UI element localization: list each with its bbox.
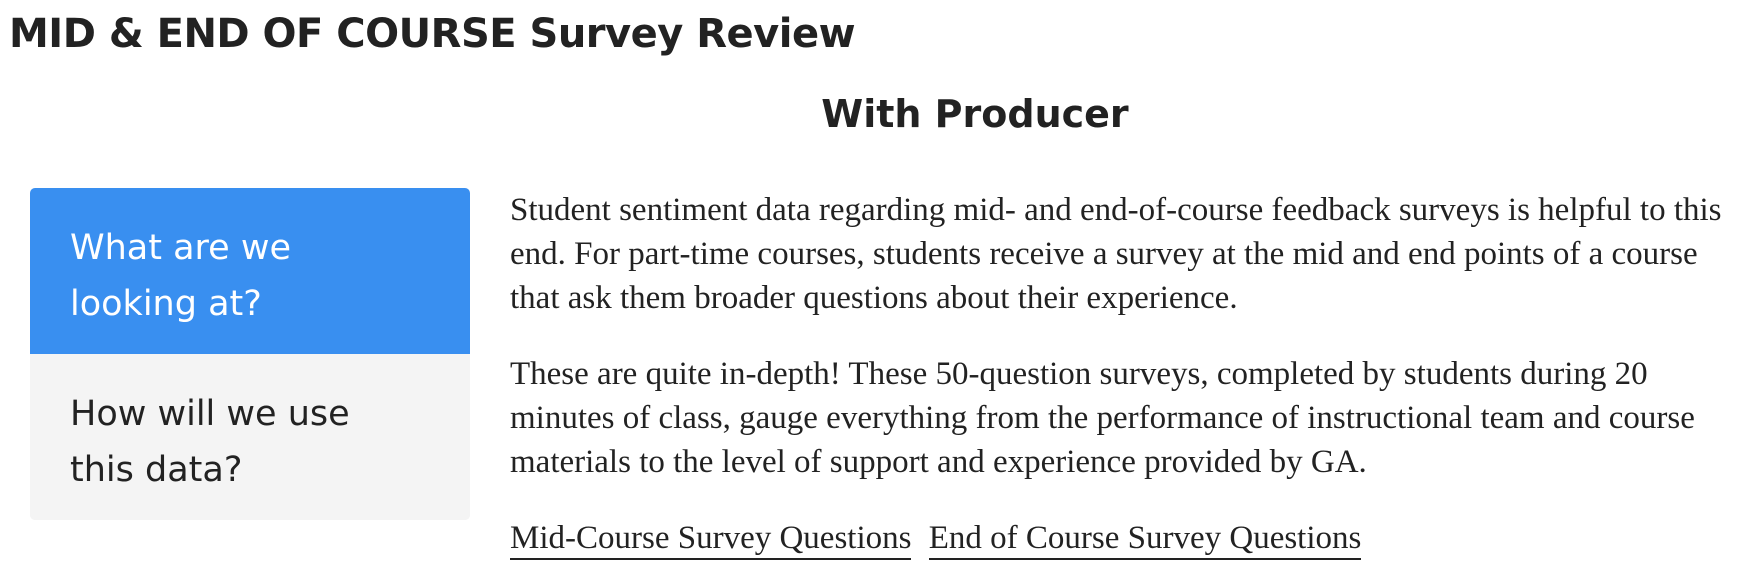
tab-panel: Student sentiment data regarding mid- an…: [510, 188, 1755, 560]
paragraph-intro: Student sentiment data regarding mid- an…: [510, 192, 1722, 316]
paragraph-details: These are quite in-depth! These 50-quest…: [510, 356, 1695, 480]
tab-list: What are we looking at? How will we use …: [30, 188, 470, 520]
page-title: MID & END OF COURSE Survey Review: [9, 11, 856, 57]
mid-course-survey-link[interactable]: Mid-Course Survey Questions: [510, 520, 912, 560]
tab-how-will-we-use-this-data[interactable]: How will we use this data?: [30, 354, 470, 520]
section-title: With Producer: [821, 92, 1129, 136]
tab-what-are-we-looking-at[interactable]: What are we looking at?: [30, 188, 470, 354]
survey-links: Mid-Course Survey Questions End of Cours…: [510, 516, 1755, 560]
end-of-course-survey-link[interactable]: End of Course Survey Questions: [928, 520, 1362, 560]
